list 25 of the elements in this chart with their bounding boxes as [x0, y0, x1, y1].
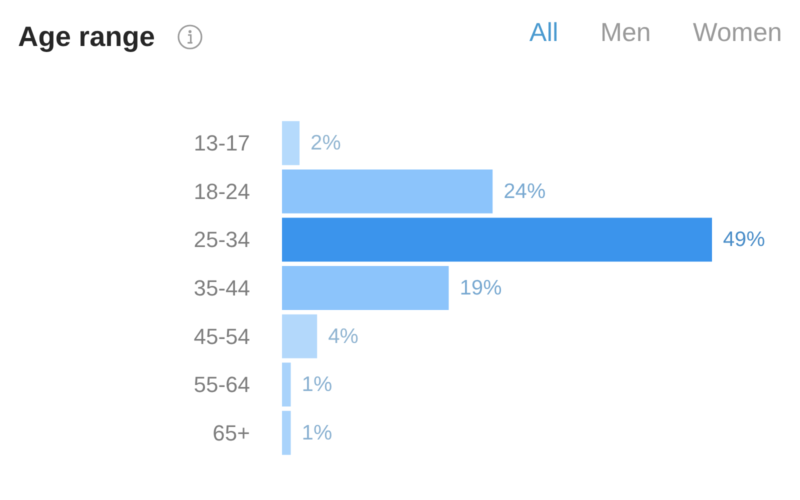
- data-label: 1%: [302, 421, 332, 444]
- data-label: 4%: [328, 324, 358, 348]
- chart-title: Age range: [18, 20, 155, 54]
- y-tick-label: 65+: [212, 420, 250, 446]
- bar: [282, 169, 493, 214]
- bar: [282, 362, 291, 407]
- bar: [282, 266, 449, 310]
- y-tick-label: 13-17: [194, 130, 250, 156]
- data-label: 19%: [460, 276, 502, 300]
- y-tick-label: 35-44: [194, 276, 250, 300]
- data-label: 2%: [310, 132, 341, 155]
- bar: [282, 314, 318, 358]
- y-tick-label: 45-54: [194, 324, 250, 349]
- data-label: 49%: [723, 228, 766, 252]
- y-tick-label: 18-24: [194, 178, 250, 204]
- text: Men: [600, 16, 651, 49]
- bar: [282, 410, 291, 455]
- data-label: 24%: [504, 180, 546, 203]
- y-tick-label: 55-64: [194, 372, 250, 398]
- text: All: [529, 16, 558, 49]
- data-label: 1%: [302, 373, 332, 396]
- text: Women: [692, 16, 782, 49]
- bar: [282, 218, 712, 262]
- y-tick-label: 25-34: [194, 227, 250, 252]
- bar: [282, 121, 300, 166]
